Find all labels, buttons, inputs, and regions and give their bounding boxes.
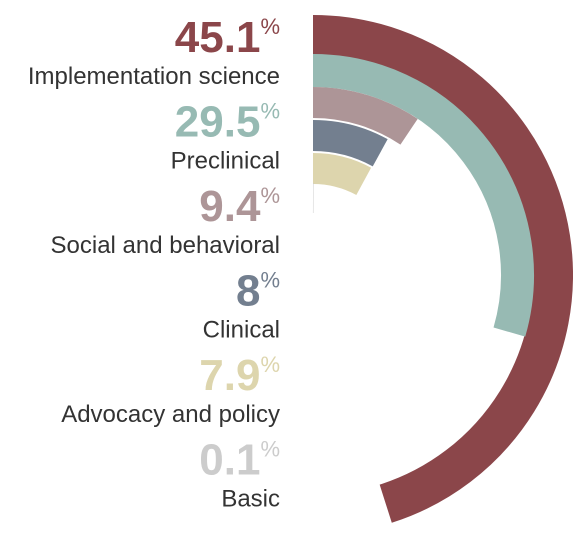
value-number: 9.4: [199, 182, 261, 231]
value-number: 0.1: [199, 436, 260, 485]
value-unit: %: [260, 268, 280, 293]
radial-bar: [312, 87, 418, 145]
value-label: 29.5%: [175, 98, 280, 147]
value-unit: %: [260, 14, 280, 39]
value-unit: %: [260, 99, 280, 124]
value-unit: %: [260, 183, 280, 208]
value-number: 45.1: [175, 13, 261, 62]
value-label: 0.1%: [199, 436, 280, 485]
radial-bar: [312, 54, 534, 337]
category-label: Basic: [221, 486, 280, 513]
category-label: Clinical: [203, 317, 280, 344]
category-label: Preclinical: [171, 148, 280, 175]
category-label: Implementation science: [28, 63, 280, 90]
value-number: 7.9: [199, 351, 260, 400]
category-label: Social and behavioral: [51, 232, 281, 259]
value-label: 8%: [236, 267, 280, 316]
value-label: 7.9%: [199, 351, 280, 400]
value-label: 45.1%: [175, 13, 280, 62]
value-unit: %: [260, 437, 280, 462]
radial-bar: [312, 153, 372, 196]
value-number: 8: [236, 267, 260, 316]
value-unit: %: [260, 352, 280, 377]
radial-bar: [312, 120, 388, 167]
value-label: 9.4%: [199, 182, 280, 231]
category-label: Advocacy and policy: [61, 401, 280, 428]
value-number: 29.5: [175, 98, 261, 147]
radial-bar: [312, 15, 573, 523]
